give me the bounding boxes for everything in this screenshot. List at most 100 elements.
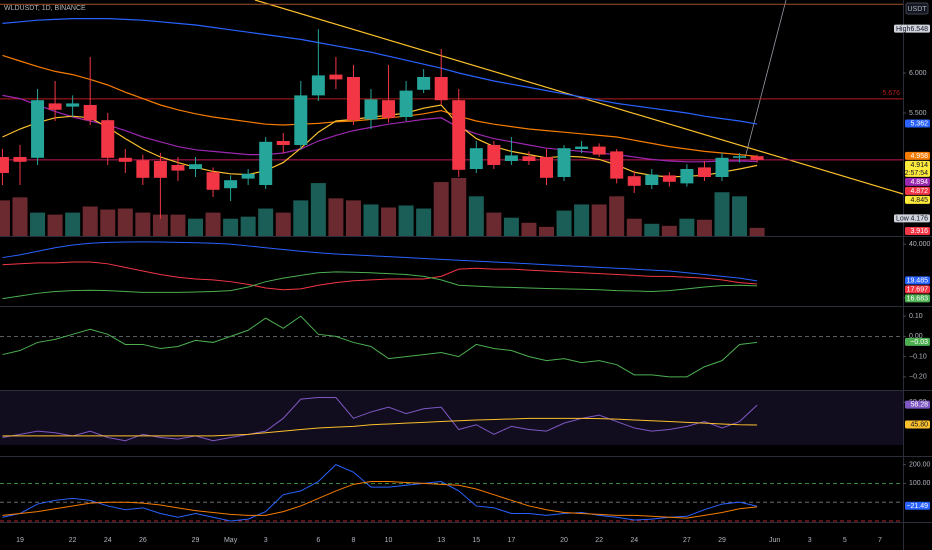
- chart-title: WLDUSDT, 1D, BINANCE: [4, 5, 86, 12]
- x-tick-label: 10: [385, 537, 393, 544]
- volume-bar: [258, 208, 274, 236]
- volume-bar: [117, 208, 133, 236]
- x-tick-label: 8: [351, 537, 355, 544]
- candle-body: [504, 155, 518, 161]
- volume-bar: [12, 197, 28, 236]
- volume-bar: [100, 209, 116, 236]
- volume-bar: [328, 198, 344, 236]
- y-tick-label: 40.000: [909, 241, 931, 248]
- ray-line: [744, 0, 787, 159]
- plot: 6.000 5.500 5.676 19 22 24 26 29 May 3 6 8 10 13 15 17 2…: [0, 3, 931, 544]
- moving-average: [2, 104, 758, 178]
- x-tick-label: 17: [508, 537, 516, 544]
- volume-bar: [152, 214, 168, 236]
- x-tick-label: 19: [16, 537, 24, 544]
- volume-bar: [398, 205, 414, 236]
- candle-body: [0, 157, 9, 173]
- currency: USDT: [907, 6, 927, 13]
- price-marker: [905, 227, 930, 235]
- volume-bar: [486, 212, 502, 236]
- volume-bar: [205, 212, 221, 236]
- y-tick-label: 100.00: [909, 480, 931, 487]
- volume-bar: [0, 200, 10, 236]
- x-tick-label: 20: [560, 537, 568, 544]
- indicator-line: [2, 397, 758, 442]
- value-box: [905, 337, 930, 346]
- candle-body: [522, 156, 536, 161]
- indicator-line: [2, 464, 758, 522]
- x-tick-label: 24: [104, 537, 112, 544]
- x-tick-label: 3: [264, 537, 268, 544]
- volume-bar: [521, 222, 537, 236]
- volume-bar: [732, 196, 748, 236]
- x-tick-label: 3: [808, 537, 812, 544]
- candle-body: [206, 172, 220, 190]
- moving-average: [2, 94, 758, 163]
- candle-body: [750, 156, 764, 160]
- volume-bar: [503, 217, 519, 236]
- candle-body: [48, 103, 62, 110]
- price-marker-label: 4.958: [910, 153, 928, 160]
- candle-body: [276, 141, 290, 145]
- price-marker-label: 5.362: [910, 121, 928, 128]
- candle-body: [118, 157, 132, 162]
- volume-bar: [556, 210, 572, 236]
- candle-body: [452, 100, 466, 170]
- candle-body: [417, 77, 431, 90]
- candle-body: [259, 141, 273, 185]
- price-marker-label: 4.872: [910, 188, 928, 195]
- volume-bar: [293, 200, 309, 236]
- value-box: [905, 400, 930, 409]
- volume-bar: [240, 216, 256, 236]
- indicator-line: [2, 481, 758, 519]
- x-tick-label: 26: [139, 537, 147, 544]
- volume-bar: [626, 218, 642, 236]
- candle-body: [294, 95, 308, 145]
- volume-bar: [591, 204, 607, 236]
- volume-bar: [135, 212, 151, 236]
- price-marker: [905, 186, 930, 195]
- candle-body: [101, 120, 115, 158]
- x-tick-label: 22: [595, 537, 603, 544]
- candle-body: [241, 173, 255, 179]
- value-box: [905, 276, 930, 285]
- volume-bar: [539, 226, 554, 236]
- value-box-label: 19.485: [907, 277, 929, 284]
- volume-bar: [714, 192, 730, 236]
- price-marker-name: High: [896, 26, 911, 33]
- y-tick-label: 6.000: [909, 70, 927, 77]
- volume-bar: [679, 218, 695, 236]
- volume-bar: [345, 200, 361, 236]
- candle-body: [697, 167, 711, 177]
- volume-bar: [696, 219, 712, 236]
- price-marker: [905, 177, 930, 186]
- volume-bar: [433, 182, 449, 236]
- candle-body: [382, 100, 396, 118]
- candle-body: [662, 175, 676, 182]
- volume-bar: [30, 212, 46, 236]
- x-tick-label: 29: [718, 537, 726, 544]
- value-box: [905, 285, 930, 294]
- candle-body: [66, 103, 80, 107]
- candle-body: [469, 148, 483, 169]
- x-tick-label: 7: [878, 537, 882, 544]
- candle-body: [610, 151, 624, 179]
- indicator-line: [2, 417, 758, 437]
- indicator-line: [2, 241, 758, 282]
- currency-box: [905, 2, 929, 15]
- candle-body: [715, 157, 729, 177]
- candle-body: [13, 157, 27, 162]
- candle-body: [83, 105, 97, 121]
- candle-body: [627, 176, 641, 186]
- price-marker: [894, 24, 930, 33]
- candle-body: [399, 90, 413, 117]
- volume-bar: [416, 208, 432, 236]
- volume-bar: [749, 227, 765, 236]
- y-tick-label: −0.10: [909, 353, 927, 360]
- price-marker: [905, 160, 930, 177]
- value-box-label: −21.49: [906, 503, 928, 510]
- volume-bar: [310, 183, 326, 236]
